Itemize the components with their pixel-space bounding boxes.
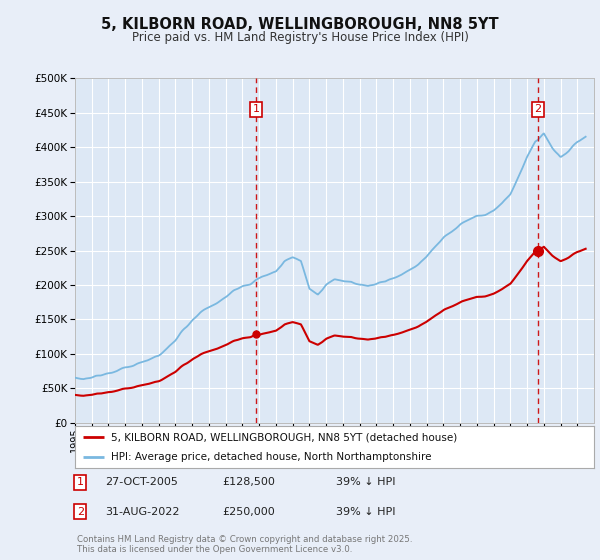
Text: 2: 2	[77, 507, 84, 517]
Text: 39% ↓ HPI: 39% ↓ HPI	[336, 477, 395, 487]
Text: Price paid vs. HM Land Registry's House Price Index (HPI): Price paid vs. HM Land Registry's House …	[131, 31, 469, 44]
Text: Contains HM Land Registry data © Crown copyright and database right 2025.
This d: Contains HM Land Registry data © Crown c…	[77, 535, 412, 554]
Text: 1: 1	[253, 104, 260, 114]
Text: 1: 1	[77, 477, 84, 487]
Text: £250,000: £250,000	[222, 507, 275, 517]
Text: £128,500: £128,500	[222, 477, 275, 487]
Text: 39% ↓ HPI: 39% ↓ HPI	[336, 507, 395, 517]
Text: 31-AUG-2022: 31-AUG-2022	[105, 507, 179, 517]
Text: 2: 2	[535, 104, 542, 114]
Text: 5, KILBORN ROAD, WELLINGBOROUGH, NN8 5YT: 5, KILBORN ROAD, WELLINGBOROUGH, NN8 5YT	[101, 17, 499, 32]
Text: 27-OCT-2005: 27-OCT-2005	[105, 477, 178, 487]
Text: HPI: Average price, detached house, North Northamptonshire: HPI: Average price, detached house, Nort…	[112, 452, 432, 462]
Text: 5, KILBORN ROAD, WELLINGBOROUGH, NN8 5YT (detached house): 5, KILBORN ROAD, WELLINGBOROUGH, NN8 5YT…	[112, 432, 458, 442]
